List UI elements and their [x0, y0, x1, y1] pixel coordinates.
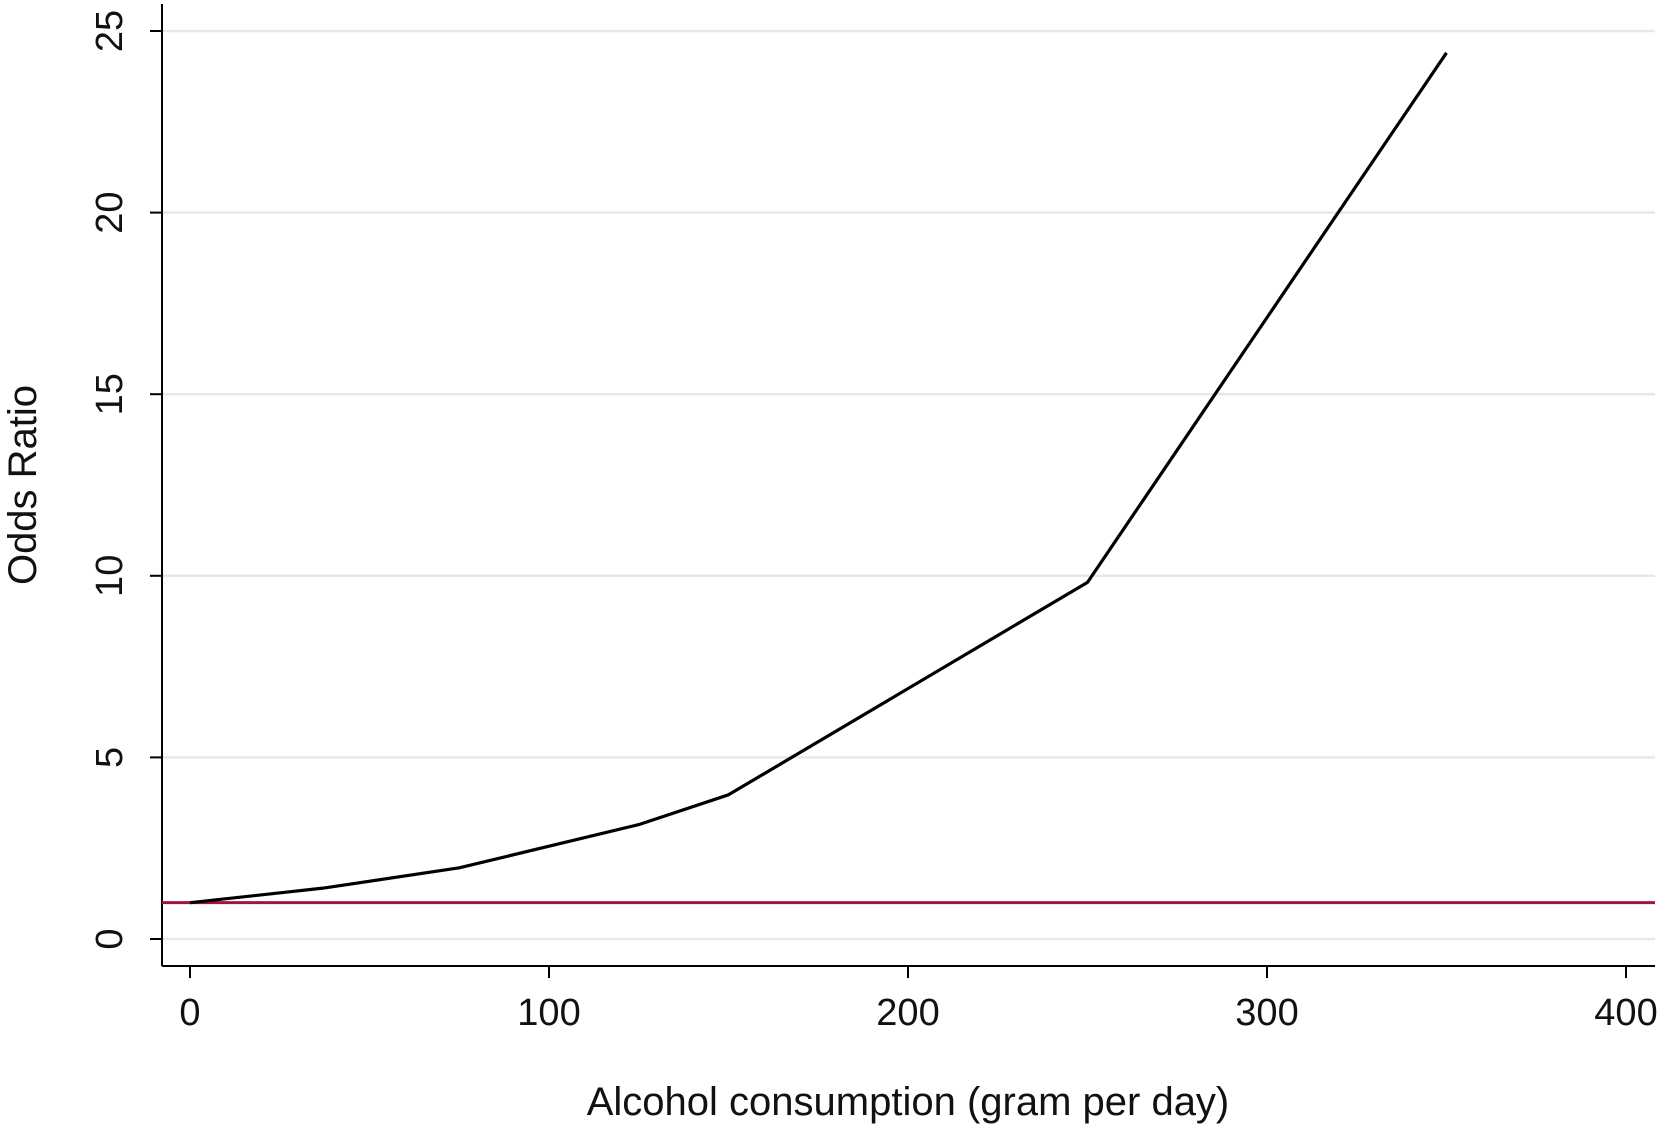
y-tick-label: 10 [89, 555, 131, 597]
y-axis-label: Odds Ratio [1, 385, 45, 585]
y-tick-label: 20 [89, 191, 131, 233]
x-axis-label: Alcohol consumption (gram per day) [587, 1080, 1230, 1124]
series [162, 51, 1655, 905]
x-tick-label: 400 [1594, 992, 1657, 1034]
y-tick-label: 5 [89, 747, 131, 768]
x-tick-label: 100 [517, 992, 580, 1034]
x-tick-label: 0 [179, 992, 200, 1034]
y-tick-label: 0 [89, 928, 131, 949]
odds-ratio-line [189, 51, 1448, 905]
x-tick-label: 300 [1235, 992, 1298, 1034]
y-tick-label: 25 [89, 10, 131, 52]
tick-labels: 0 5 10 15 20 25 0 100 200 300 400 [89, 10, 1658, 1034]
gridlines [162, 29, 1655, 941]
x-tick-label: 200 [876, 992, 939, 1034]
axes [150, 4, 1655, 978]
y-tick-label: 15 [89, 373, 131, 415]
